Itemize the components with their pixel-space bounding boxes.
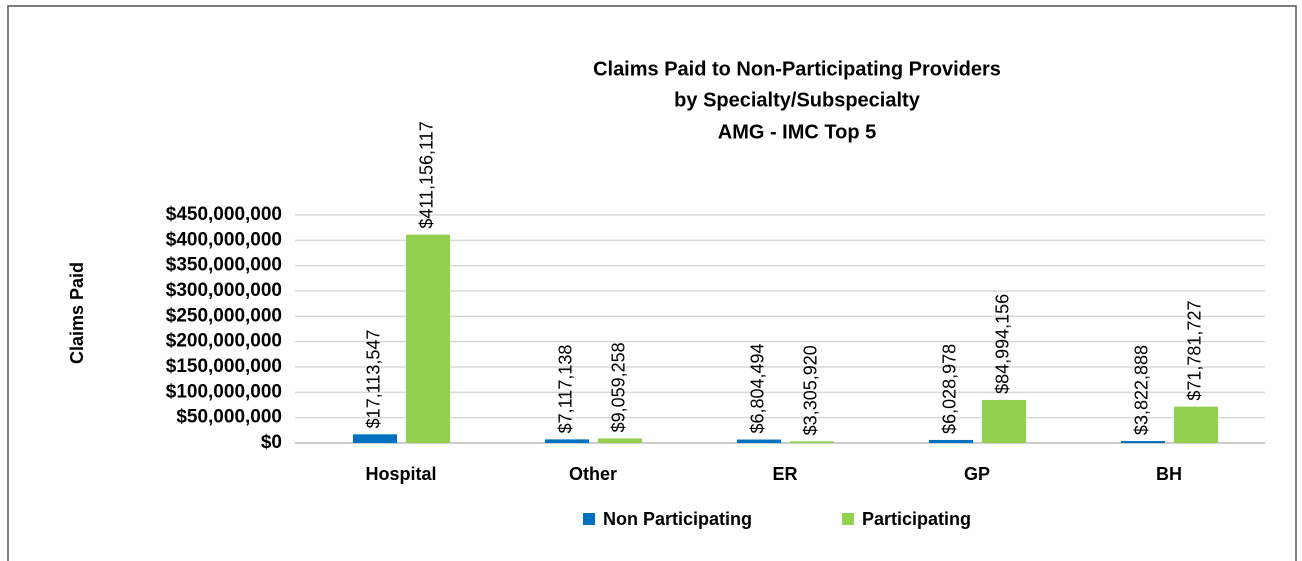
bar (406, 234, 450, 443)
y-tick-label: $400,000,000 (166, 229, 282, 250)
bar (982, 399, 1026, 443)
bar (598, 438, 642, 443)
frame (7, 5, 1297, 561)
legend-swatch (842, 513, 854, 525)
y-tick-label: $200,000,000 (166, 331, 282, 352)
y-tick-label: $150,000,000 (166, 356, 282, 377)
x-tick-label: Hospital (365, 464, 436, 484)
data-label: $3,305,920 (801, 345, 821, 435)
x-tick-label: ER (772, 464, 797, 484)
y-tick-label: $350,000,000 (166, 255, 282, 276)
y-axis-title: Claims Paid (67, 262, 87, 364)
data-label: $17,113,547 (364, 330, 384, 429)
data-label: $71,781,727 (1185, 301, 1205, 401)
y-tick-label: $300,000,000 (166, 280, 282, 301)
y-tick-label: $50,000,000 (176, 407, 282, 428)
x-tick-label: BH (1156, 464, 1182, 484)
bar (737, 439, 781, 443)
chart-title: by Specialty/Subspecialty (674, 89, 921, 111)
bar (545, 439, 589, 443)
data-label: $3,822,888 (1132, 345, 1152, 435)
bar (353, 434, 397, 443)
bar (1174, 406, 1218, 443)
x-tick-label: Other (569, 464, 617, 484)
bar (929, 439, 973, 443)
data-label: $411,156,117 (417, 121, 437, 228)
x-tick-label: GP (964, 464, 990, 484)
y-tick-label: $450,000,000 (166, 204, 282, 225)
data-label: $6,028,978 (940, 344, 960, 434)
legend-label: Non Participating (603, 509, 752, 529)
data-label: $84,994,156 (993, 294, 1013, 394)
chart-title: Claims Paid to Non-Participating Provide… (593, 58, 1001, 80)
chart-title: AMG - IMC Top 5 (718, 121, 877, 143)
legend-label: Participating (862, 509, 971, 529)
data-label: $7,117,138 (556, 345, 576, 434)
y-tick-label: $0 (261, 432, 282, 453)
y-tick-label: $100,000,000 (166, 381, 282, 402)
bar (790, 441, 834, 443)
bar (1121, 441, 1165, 443)
data-label: $9,059,258 (609, 342, 629, 432)
legend-swatch (583, 513, 595, 525)
y-tick-label: $250,000,000 (166, 305, 282, 326)
data-label: $6,804,494 (748, 343, 768, 433)
